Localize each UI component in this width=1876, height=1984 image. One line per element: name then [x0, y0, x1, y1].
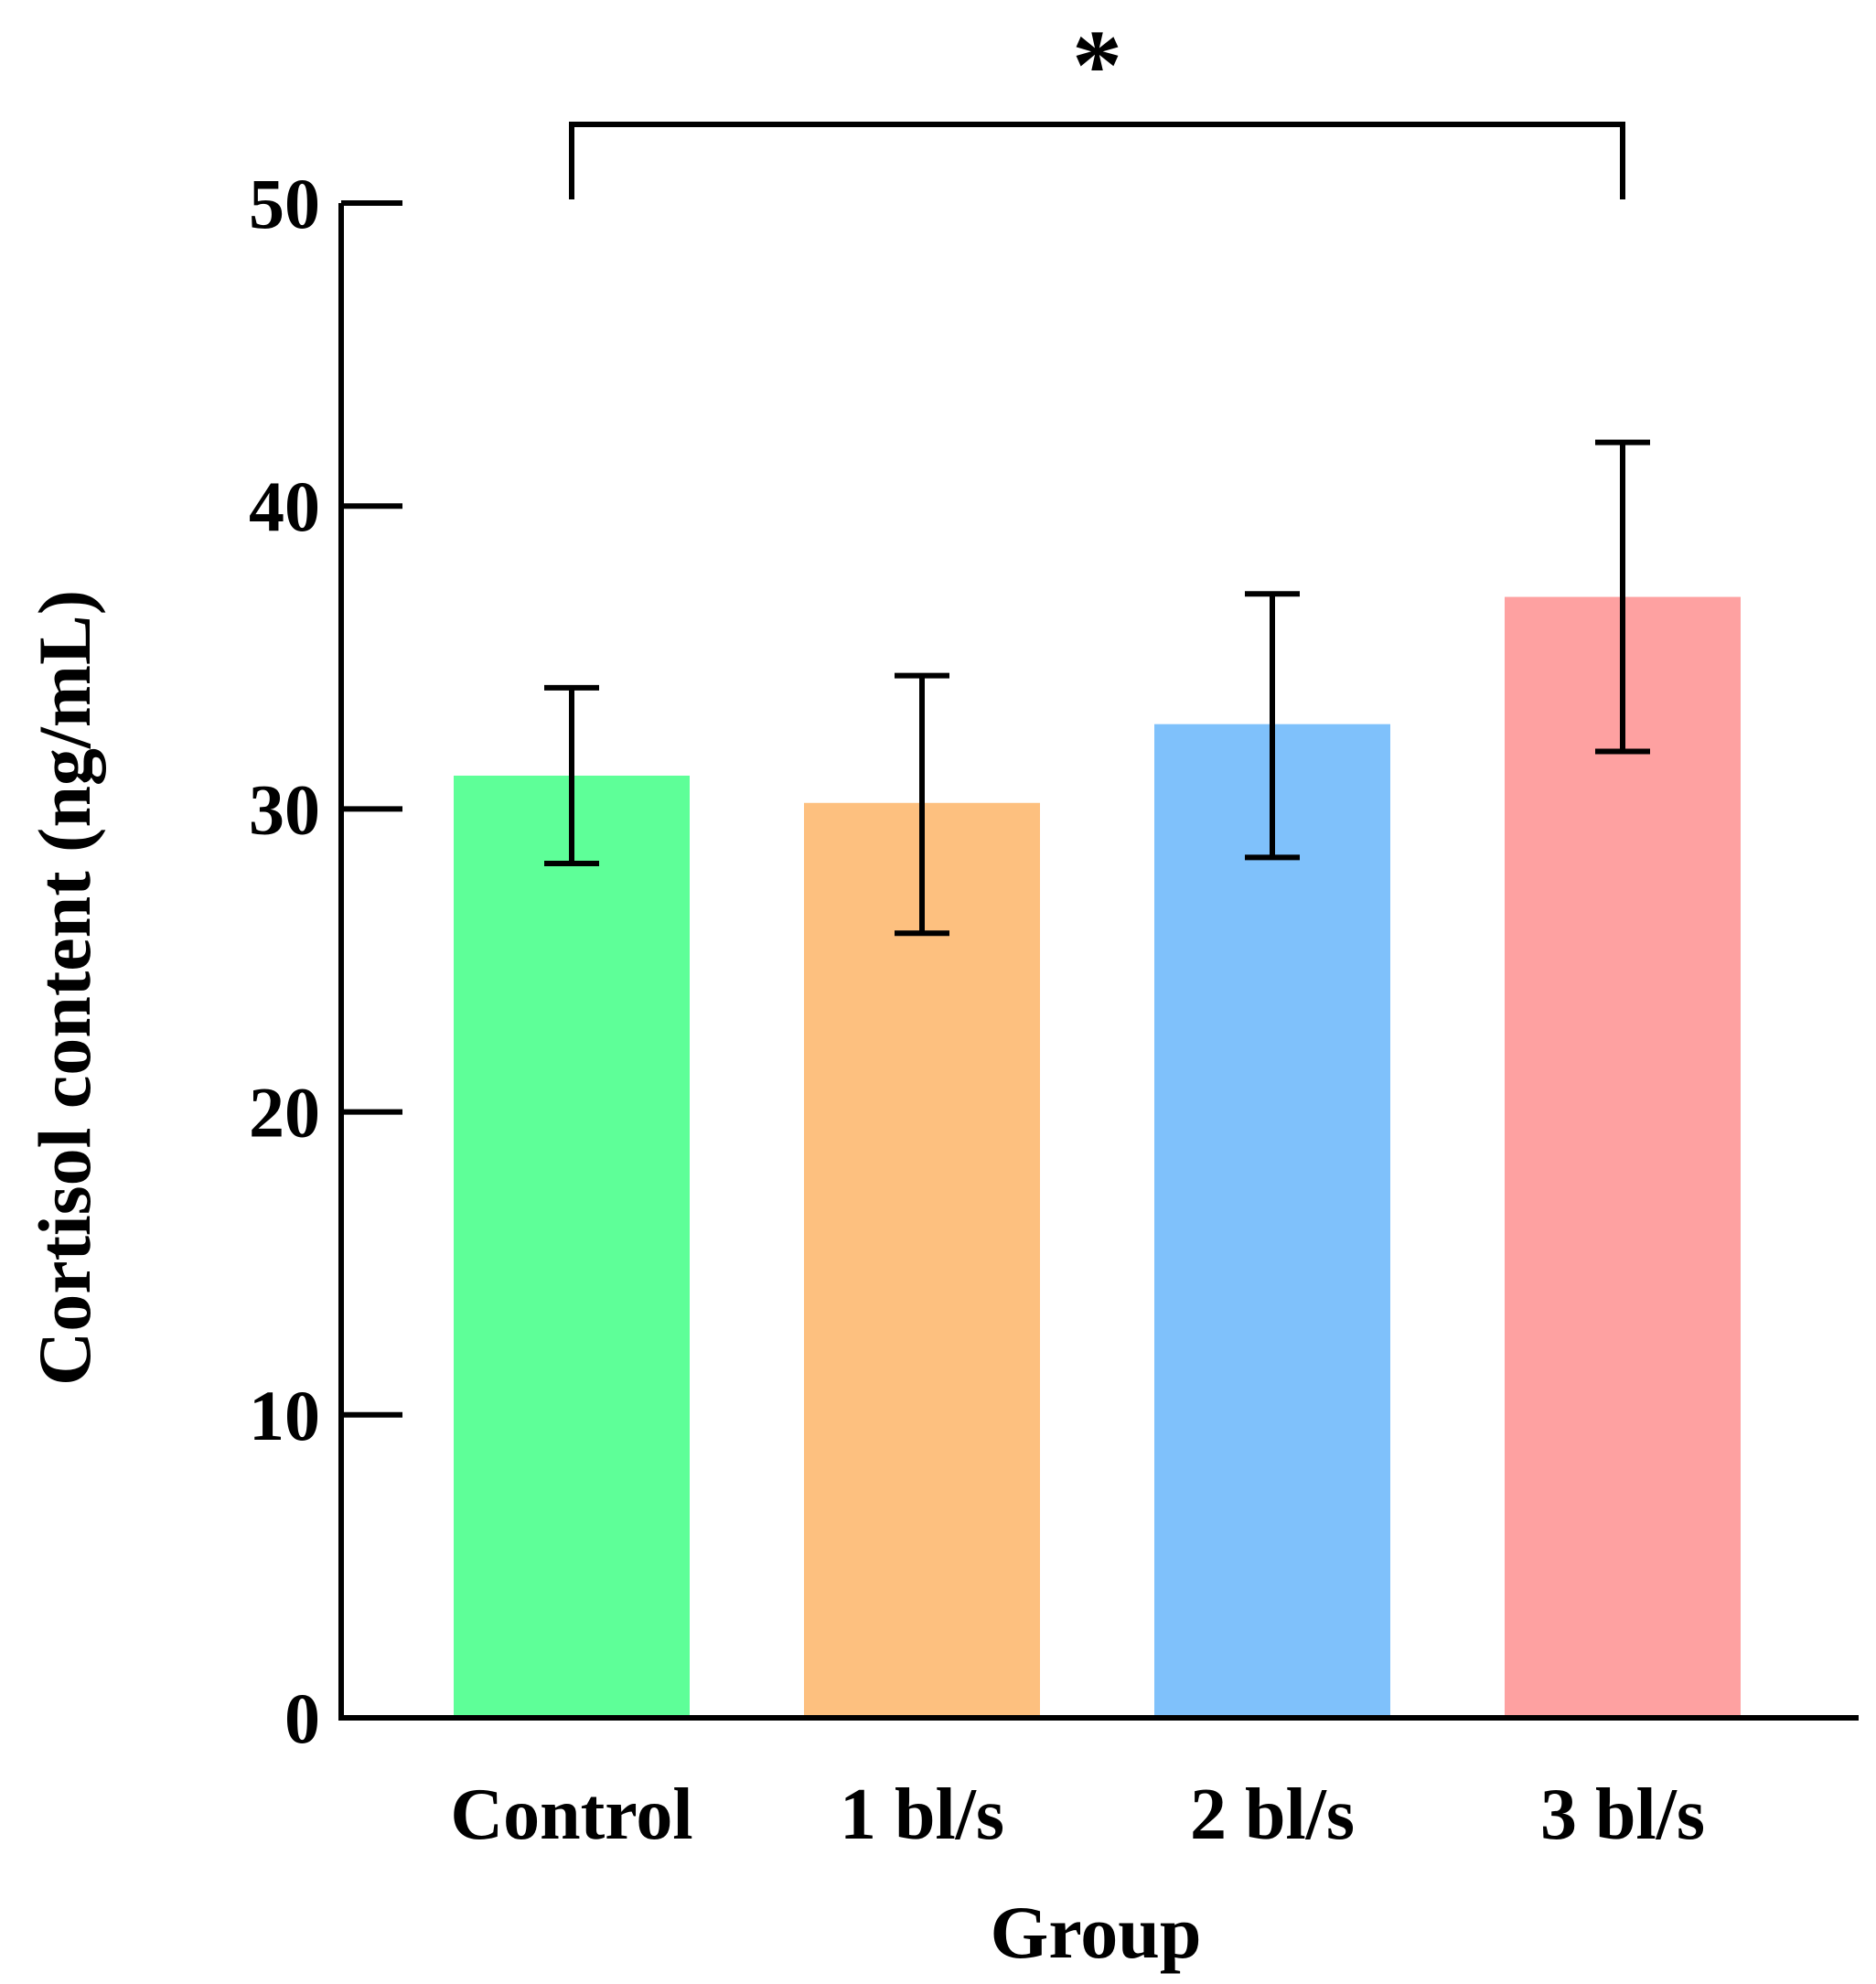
- x-axis-title: Group: [991, 1891, 1202, 1974]
- y-tick-label-3: 30: [249, 769, 320, 849]
- y-tick-label-4: 40: [249, 467, 320, 546]
- significance-asterisk-0: *: [1072, 9, 1122, 121]
- y-axis-title: Cortisol content (ng/mL): [23, 590, 106, 1386]
- bar-0: [454, 775, 690, 1718]
- y-tick-label-0: 0: [284, 1678, 320, 1758]
- y-ticks-layer: 0 10 20 30 40 50: [249, 164, 402, 1758]
- error-bar-0: [544, 684, 599, 867]
- error-bar-1: [895, 672, 949, 937]
- x-tick-label-1: 1 bl/s: [840, 1775, 1004, 1855]
- y-tick-label-2: 20: [249, 1073, 320, 1153]
- error-bars-layer: [544, 439, 1650, 937]
- y-tick-label-1: 10: [249, 1376, 320, 1455]
- error-bar-2: [1245, 591, 1300, 861]
- x-tick-label-2: 2 bl/s: [1190, 1775, 1355, 1855]
- bar-3: [1505, 596, 1741, 1718]
- bars-layer: [454, 596, 1741, 1718]
- x-tick-label-3: 3 bl/s: [1540, 1775, 1705, 1855]
- error-bar-3: [1595, 439, 1650, 755]
- x-tick-labels-layer: Control 1 bl/s 2 bl/s 3 bl/s: [450, 1775, 1705, 1855]
- bar-1: [804, 802, 1040, 1718]
- y-tick-label-5: 50: [249, 164, 320, 243]
- bar-2: [1154, 724, 1390, 1718]
- significance-layer: *: [569, 9, 1625, 199]
- x-tick-label-0: Control: [450, 1775, 692, 1855]
- significance-bracket-0: [569, 122, 1625, 199]
